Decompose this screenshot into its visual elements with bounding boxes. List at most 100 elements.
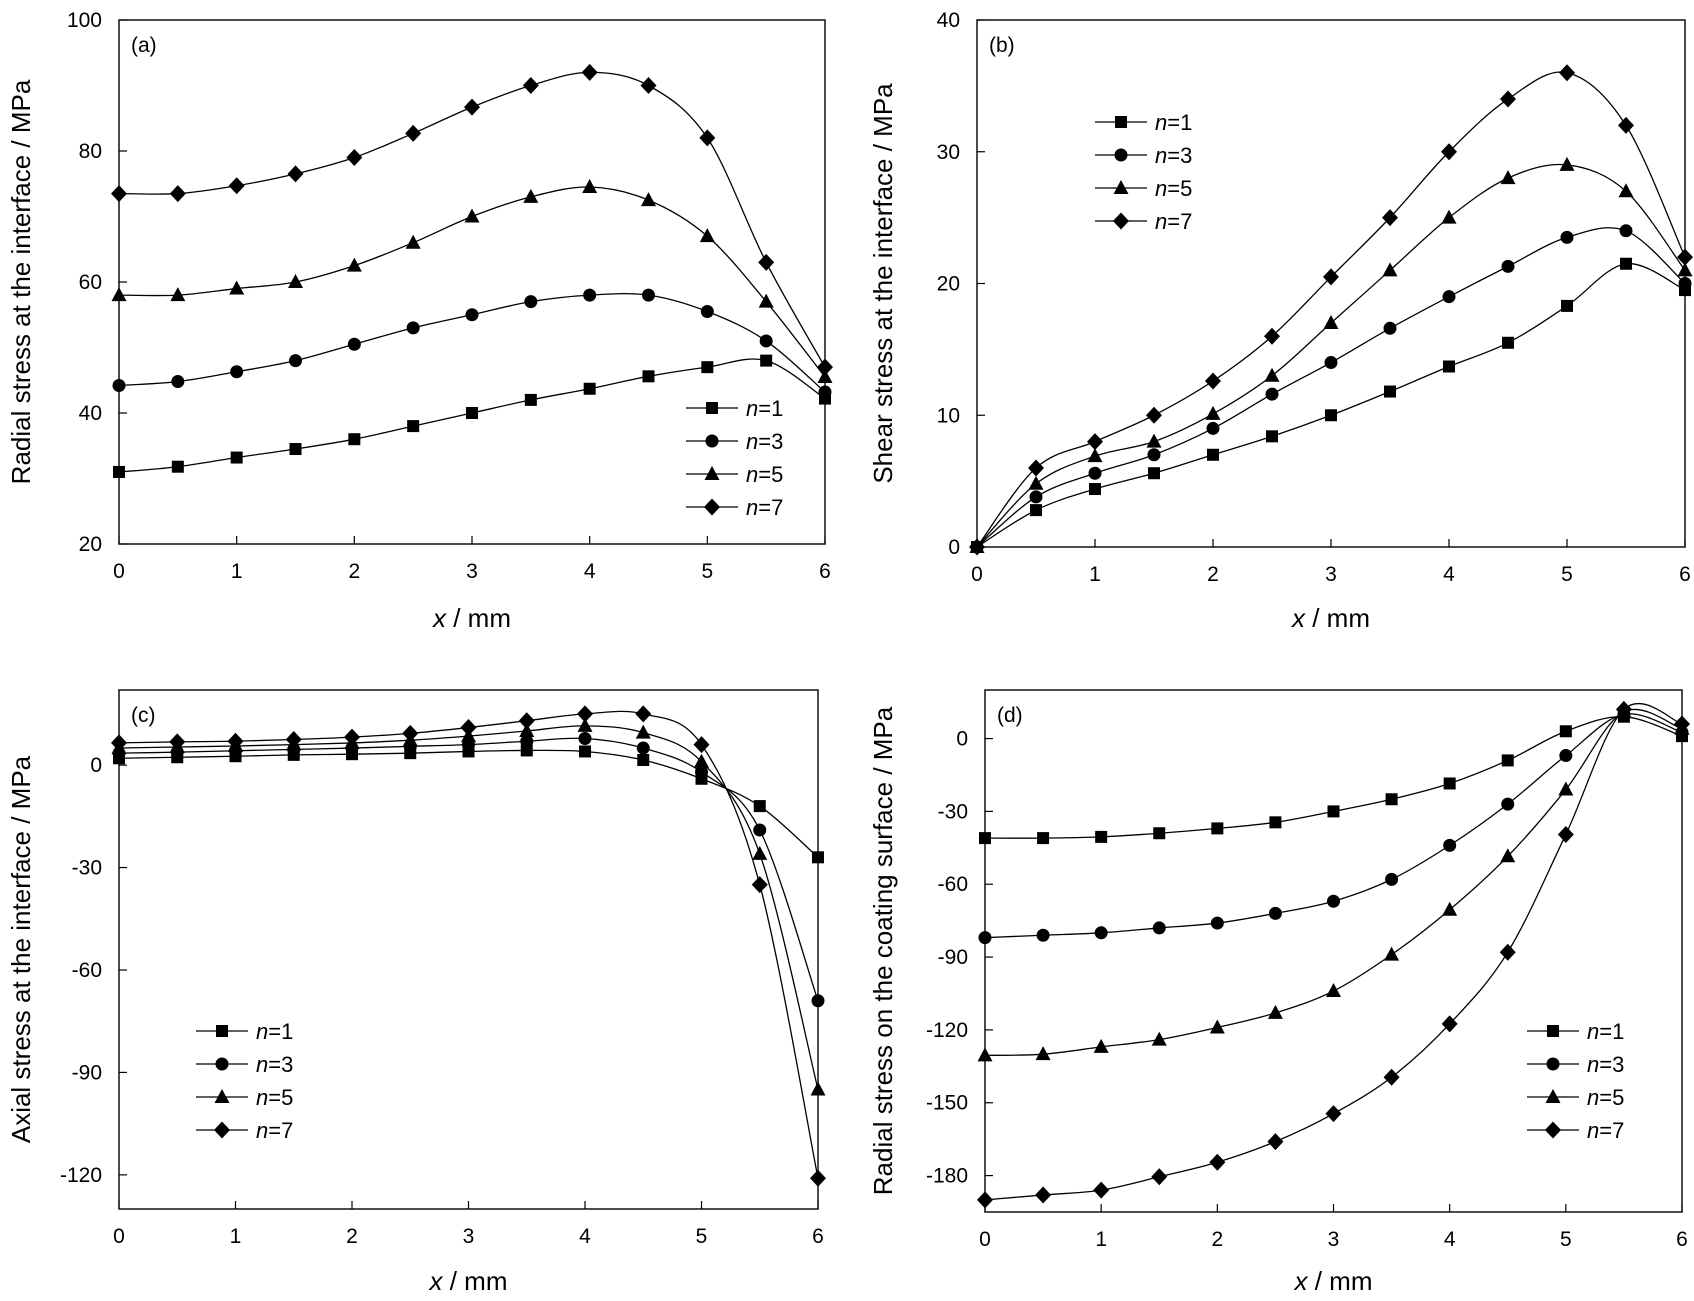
series-square bbox=[113, 354, 831, 478]
chart-panel-c: 0 1 2 3 4 5 6 0 -30 -60 -90 -120 (c) x / mm Axial stre… bbox=[6, 689, 826, 1296]
x-tick-label: 0 bbox=[979, 1228, 991, 1251]
data-point bbox=[524, 393, 537, 406]
data-point bbox=[758, 253, 775, 271]
data-point bbox=[171, 375, 185, 389]
data-point bbox=[230, 451, 243, 464]
series-line bbox=[976, 71, 1686, 548]
data-point bbox=[1148, 467, 1160, 480]
data-point bbox=[1499, 943, 1516, 961]
series-line bbox=[984, 708, 1683, 1057]
data-point bbox=[1029, 490, 1043, 504]
legend-marker bbox=[214, 1121, 230, 1139]
data-point bbox=[405, 234, 421, 249]
x-axis-variable: x bbox=[428, 1266, 444, 1296]
data-point bbox=[1618, 116, 1634, 134]
data-point bbox=[577, 705, 593, 723]
legend: n=1 n=3 n=5 n=7 bbox=[1527, 1019, 1624, 1143]
data-point bbox=[287, 165, 304, 183]
data-point bbox=[1559, 725, 1572, 738]
legend-label: n=5 bbox=[746, 462, 783, 487]
series-square bbox=[971, 257, 1691, 553]
data-point bbox=[1560, 230, 1574, 244]
data-point bbox=[113, 465, 125, 478]
data-point bbox=[520, 734, 534, 748]
data-point bbox=[694, 753, 709, 768]
data-point bbox=[111, 734, 127, 752]
series-square bbox=[113, 744, 824, 864]
panel-label: (d) bbox=[997, 704, 1023, 727]
legend-marker bbox=[1113, 212, 1129, 230]
data-point bbox=[227, 732, 244, 750]
series-circle bbox=[112, 288, 832, 399]
y-tick-label: 80 bbox=[79, 140, 102, 163]
legend-label: n=5 bbox=[256, 1085, 293, 1110]
y-tick-label: -120 bbox=[60, 1164, 102, 1187]
y-tick-label: 40 bbox=[937, 9, 960, 32]
data-point bbox=[1442, 901, 1458, 916]
data-point bbox=[1558, 781, 1574, 796]
data-point bbox=[1323, 268, 1339, 286]
data-point bbox=[1501, 797, 1515, 811]
x-axis-title: x / mm bbox=[1293, 1266, 1373, 1296]
data-point bbox=[753, 800, 766, 813]
x-axis-unit: / mm bbox=[443, 1266, 508, 1296]
data-point bbox=[751, 876, 768, 894]
data-point bbox=[1501, 259, 1515, 273]
series-diamond bbox=[111, 705, 826, 1187]
data-point bbox=[1267, 1004, 1283, 1019]
y-tick-label: 0 bbox=[90, 754, 102, 777]
data-point bbox=[519, 722, 535, 737]
legend-marker bbox=[1547, 1025, 1559, 1037]
data-point bbox=[1087, 433, 1103, 451]
y-tick-label: 60 bbox=[79, 271, 102, 294]
data-point bbox=[635, 724, 651, 739]
data-point bbox=[1153, 827, 1166, 840]
data-point bbox=[402, 724, 419, 742]
data-point bbox=[581, 63, 598, 81]
data-point bbox=[1324, 356, 1338, 370]
data-point bbox=[1037, 832, 1050, 845]
legend-marker bbox=[1545, 1121, 1561, 1139]
series-line bbox=[118, 725, 819, 1090]
y-tick-label: -60 bbox=[938, 873, 968, 896]
x-tick-label: 0 bbox=[971, 563, 983, 586]
data-point bbox=[1619, 224, 1633, 238]
data-point bbox=[111, 185, 127, 203]
data-point bbox=[577, 717, 593, 732]
data-point bbox=[1501, 754, 1514, 767]
x-tick-label: 1 bbox=[230, 1225, 242, 1248]
data-point bbox=[1030, 504, 1042, 517]
x-tick-label: 5 bbox=[696, 1225, 708, 1248]
legend-marker bbox=[1115, 116, 1127, 128]
legend-marker bbox=[706, 402, 718, 414]
data-point bbox=[1147, 448, 1161, 462]
y-tick-label: -90 bbox=[72, 1061, 102, 1084]
legend-marker bbox=[704, 498, 720, 516]
data-point bbox=[1151, 1168, 1168, 1186]
data-point bbox=[1618, 183, 1634, 198]
legend-marker bbox=[1546, 1057, 1560, 1071]
x-tick-label: 2 bbox=[346, 1225, 358, 1248]
data-point bbox=[701, 361, 714, 374]
data-point bbox=[288, 274, 303, 288]
legend-label: n=3 bbox=[1587, 1052, 1624, 1077]
data-point bbox=[1442, 290, 1456, 304]
data-point bbox=[230, 365, 244, 379]
plot-frame bbox=[984, 689, 1683, 1213]
legend-marker bbox=[1113, 180, 1129, 194]
series-triangle bbox=[111, 717, 826, 1096]
series-triangle bbox=[111, 179, 833, 383]
data-point bbox=[1205, 405, 1221, 420]
series-diamond bbox=[969, 64, 1693, 556]
data-point bbox=[1327, 894, 1340, 908]
legend-marker bbox=[1545, 1089, 1561, 1103]
series-line bbox=[976, 163, 1686, 548]
x-tick-label: 6 bbox=[1676, 1228, 1688, 1251]
data-point bbox=[977, 1191, 993, 1209]
data-point bbox=[1267, 1133, 1284, 1151]
x-tick-label: 1 bbox=[231, 560, 243, 583]
data-point bbox=[1383, 1068, 1400, 1086]
data-point bbox=[1385, 872, 1399, 886]
x-axis-unit: / mm bbox=[446, 603, 511, 633]
series-line bbox=[118, 710, 819, 1179]
